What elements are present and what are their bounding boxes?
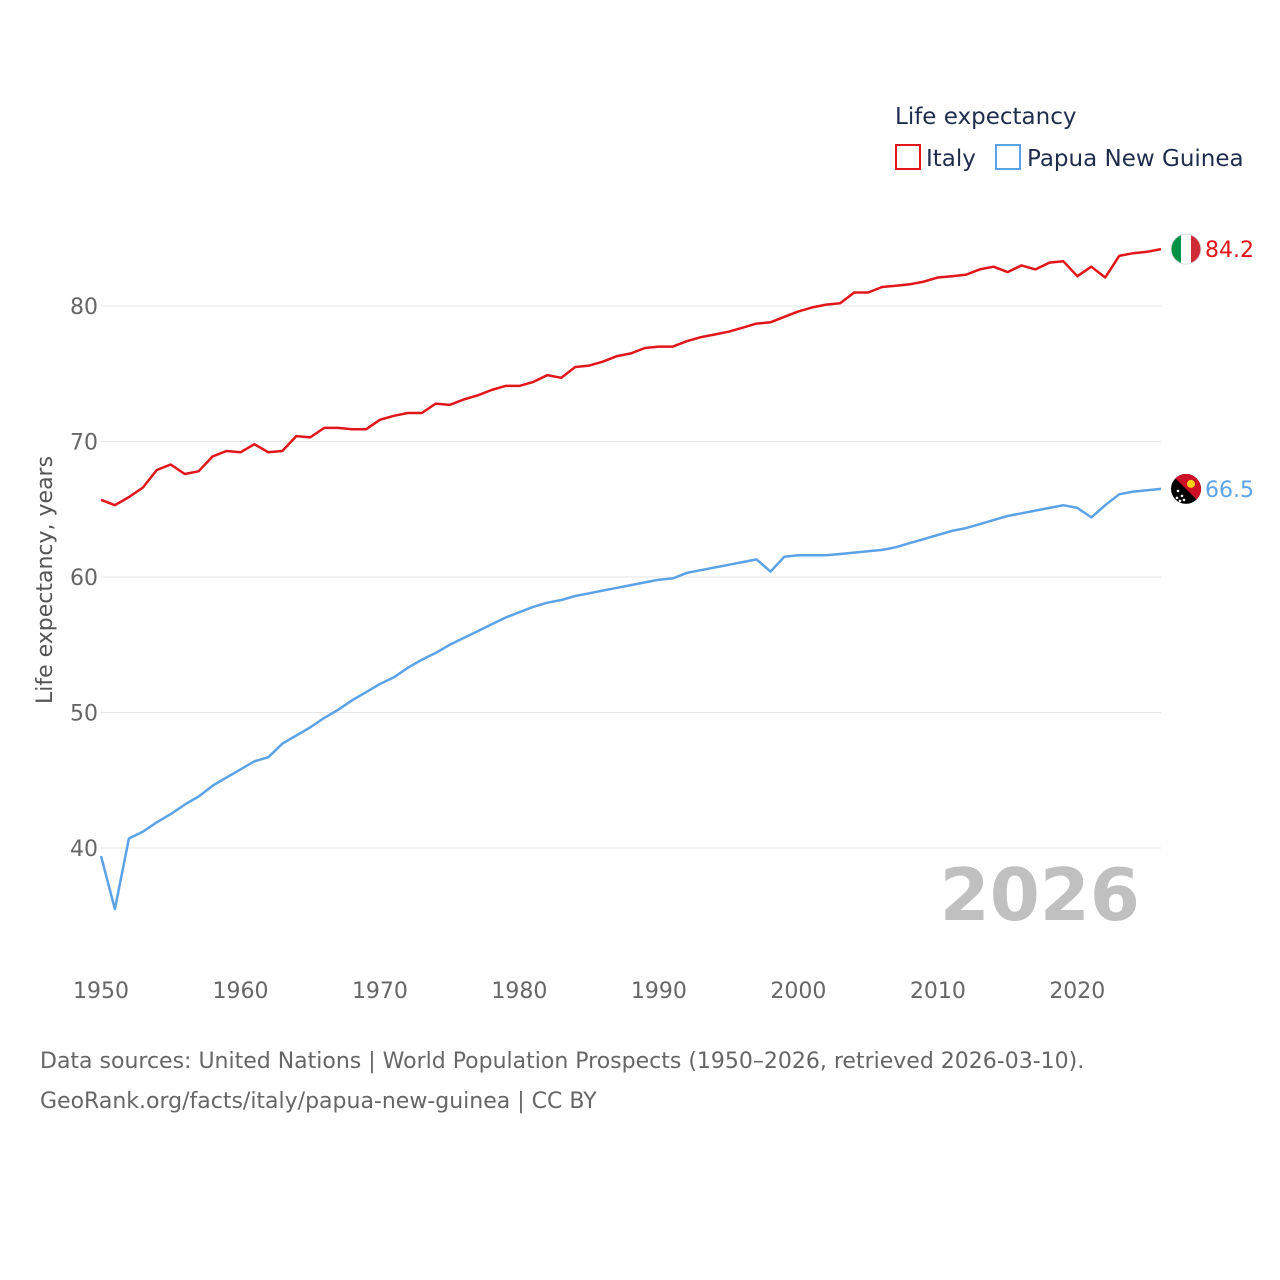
credit-line: GeoRank.org/facts/italy/papua-new-guinea… [40, 1089, 597, 1114]
x-axis-ticks: 1950 1960 1970 1980 1990 2000 2010 2020 [73, 979, 1105, 1004]
gridlines [101, 305, 1161, 849]
y-tick-50: 50 [70, 702, 98, 727]
series-line-papua-new-guinea [99, 487, 1162, 911]
year-watermark: 2026 [940, 853, 1140, 937]
legend-swatch-italy [895, 144, 921, 170]
y-tick-70: 70 [70, 431, 98, 456]
y-tick-60: 60 [70, 566, 98, 591]
end-label-papua-new-guinea: 66.5 [1205, 478, 1254, 503]
x-tick-1960: 1960 [212, 979, 268, 1004]
legend-label-papua-new-guinea: Papua New Guinea [1027, 146, 1244, 172]
legend: Life expectancy Italy Papua New Guinea [895, 104, 1244, 172]
y-axis-title: Life expectancy, years [33, 456, 58, 704]
x-tick-2000: 2000 [770, 979, 826, 1004]
x-tick-1970: 1970 [352, 979, 408, 1004]
series-lines [99, 247, 1162, 911]
papua-new-guinea-flag-icon [1171, 473, 1201, 504]
legend-title: Life expectancy [895, 104, 1076, 130]
x-tick-1950: 1950 [73, 979, 129, 1004]
y-axis-ticks: 40 50 60 70 80 [70, 295, 98, 862]
end-markers: 84.2 66.5 [1170, 233, 1254, 504]
y-tick-80: 80 [70, 295, 98, 320]
x-tick-1990: 1990 [631, 979, 687, 1004]
source-line: Data sources: United Nations | World Pop… [40, 1049, 1084, 1074]
legend-item-italy[interactable]: Italy [895, 144, 976, 172]
end-marker-italy: 84.2 [1170, 233, 1254, 265]
end-marker-papua-new-guinea: 66.5 [1171, 473, 1254, 504]
x-tick-2020: 2020 [1049, 979, 1105, 1004]
x-tick-2010: 2010 [910, 979, 966, 1004]
legend-swatch-papua-new-guinea [995, 144, 1021, 170]
x-tick-1980: 1980 [491, 979, 547, 1004]
italy-flag-icon [1171, 234, 1201, 265]
y-tick-40: 40 [70, 837, 98, 862]
series-line-italy [100, 247, 1162, 507]
end-label-italy: 84.2 [1205, 238, 1254, 263]
legend-item-papua-new-guinea[interactable]: Papua New Guinea [995, 144, 1244, 172]
legend-label-italy: Italy [926, 146, 976, 172]
